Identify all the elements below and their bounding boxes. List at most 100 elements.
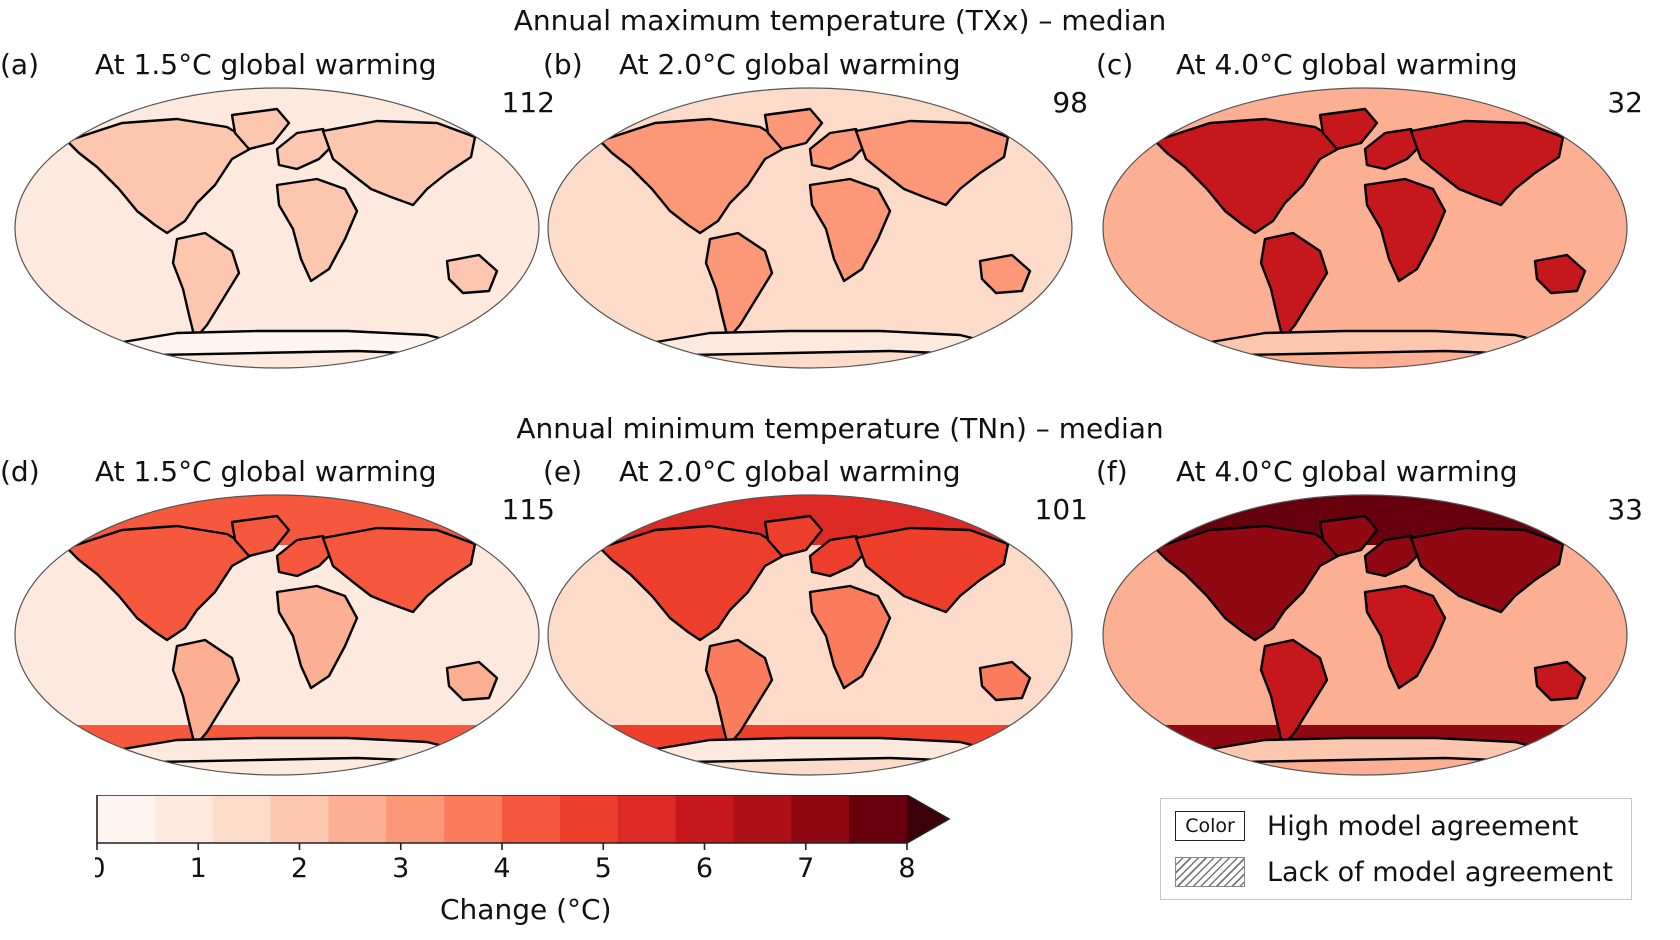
europe-outline bbox=[275, 534, 335, 578]
colorbar-segment bbox=[617, 795, 677, 843]
panel-d: (d) At 1.5°C global warming 115 bbox=[0, 455, 555, 855]
south-america-outline bbox=[1259, 231, 1329, 341]
australia-outline bbox=[978, 253, 1032, 295]
colorbar-extend-arrow bbox=[907, 795, 949, 843]
africa-outline bbox=[275, 177, 359, 283]
row-title-tnn: Annual minimum temperature (TNn) – media… bbox=[516, 412, 1164, 445]
row-title-txx: Annual maximum temperature (TXx) – media… bbox=[513, 4, 1167, 37]
colorbar-segment bbox=[212, 795, 272, 843]
world-map bbox=[547, 494, 1073, 776]
south-america-outline bbox=[171, 638, 241, 748]
world-map bbox=[14, 494, 540, 776]
europe-outline bbox=[808, 534, 868, 578]
antarctica-outline bbox=[648, 736, 1002, 764]
antarctica-outline bbox=[115, 736, 469, 764]
australia-outline bbox=[445, 660, 499, 702]
panel-c: (c) At 4.0°C global warming 32 bbox=[1088, 48, 1643, 448]
colorbar-label: Change (°C) bbox=[440, 893, 612, 926]
panel-title: At 2.0°C global warming bbox=[619, 48, 961, 81]
australia-outline bbox=[1533, 253, 1587, 295]
colorbar-tick-label: 6 bbox=[696, 853, 713, 884]
map-border bbox=[1102, 494, 1628, 776]
panel-title: At 1.5°C global warming bbox=[95, 455, 437, 488]
asia-outline bbox=[854, 526, 1010, 614]
panel-letter: (f) bbox=[1096, 455, 1128, 488]
asia-outline bbox=[854, 119, 1010, 207]
panel-letter: (c) bbox=[1096, 48, 1134, 81]
panel-letter: (b) bbox=[543, 48, 583, 81]
colorbar-tick-label: 2 bbox=[291, 853, 308, 884]
north-america-outline bbox=[65, 117, 259, 235]
panel-letter: (a) bbox=[0, 48, 40, 81]
north-america-outline bbox=[598, 117, 792, 235]
africa-outline bbox=[1363, 177, 1447, 283]
south-america-outline bbox=[1259, 638, 1329, 748]
colorbar-tick-label: 8 bbox=[898, 853, 915, 884]
world-map bbox=[1102, 87, 1628, 369]
colorbar-segment bbox=[559, 795, 619, 843]
colorbar-segment bbox=[849, 795, 908, 843]
colorbar-tick-label: 3 bbox=[392, 853, 409, 884]
colorbar-tick-label: 1 bbox=[190, 853, 207, 884]
colorbar-tick-label: 0 bbox=[95, 853, 106, 884]
europe-outline bbox=[1363, 127, 1423, 171]
europe-outline bbox=[275, 127, 335, 171]
asia-outline bbox=[1409, 119, 1565, 207]
north-america-outline bbox=[1153, 524, 1347, 642]
panel-letter: (d) bbox=[0, 455, 40, 488]
africa-outline bbox=[808, 584, 892, 690]
model-count: 33 bbox=[1607, 493, 1643, 526]
legend-lack-label: Lack of model agreement bbox=[1267, 856, 1613, 888]
north-america-outline bbox=[65, 524, 259, 642]
europe-outline bbox=[1363, 534, 1423, 578]
panel-title: At 2.0°C global warming bbox=[619, 455, 961, 488]
map-border bbox=[1102, 87, 1628, 369]
greenland-outline bbox=[763, 107, 824, 151]
panel-e: (e) At 2.0°C global warming 101 bbox=[533, 455, 1088, 855]
colorbar-segment bbox=[154, 795, 214, 843]
australia-outline bbox=[978, 660, 1032, 702]
south-america-outline bbox=[171, 231, 241, 341]
panel-title: At 1.5°C global warming bbox=[95, 48, 437, 81]
colorbar: 0 1 2 3 4 5 6 7 8 bbox=[95, 795, 951, 884]
agreement-legend: Color High model agreement Lack of model… bbox=[1160, 798, 1632, 900]
colorbar-segment bbox=[386, 795, 445, 843]
legend-row-high: Color High model agreement bbox=[1175, 809, 1578, 843]
colorbar-segment bbox=[270, 795, 330, 843]
antarctica-outline bbox=[115, 329, 469, 357]
panel-letter: (e) bbox=[543, 455, 583, 488]
north-america-outline bbox=[598, 524, 792, 642]
asia-outline bbox=[321, 119, 477, 207]
south-america-outline bbox=[704, 231, 774, 341]
legend-swatch-color: Color bbox=[1175, 811, 1245, 841]
colorbar-segment bbox=[502, 795, 561, 843]
model-count: 101 bbox=[1034, 493, 1088, 526]
colorbar-segment bbox=[791, 795, 850, 843]
asia-outline bbox=[1409, 526, 1565, 614]
map-border bbox=[547, 494, 1073, 776]
antarctica-outline bbox=[1203, 329, 1557, 357]
colorbar-tick-label: 5 bbox=[595, 853, 612, 884]
legend-row-lack: Lack of model agreement bbox=[1175, 855, 1613, 889]
legend-swatch-hatch bbox=[1175, 857, 1245, 887]
australia-outline bbox=[445, 253, 499, 295]
world-map bbox=[1102, 494, 1628, 776]
world-map bbox=[14, 87, 540, 369]
africa-outline bbox=[1363, 584, 1447, 690]
south-america-outline bbox=[704, 638, 774, 748]
panel-b: (b) At 2.0°C global warming 98 bbox=[533, 48, 1088, 448]
north-america-outline bbox=[1153, 117, 1347, 235]
greenland-outline bbox=[1318, 107, 1379, 151]
map-border bbox=[14, 87, 540, 369]
africa-outline bbox=[808, 177, 892, 283]
greenland-outline bbox=[230, 107, 291, 151]
colorbar-segment bbox=[328, 795, 387, 843]
panel-f: (f) At 4.0°C global warming 33 bbox=[1088, 455, 1643, 855]
antarctica-outline bbox=[648, 329, 1002, 357]
colorbar-segment bbox=[444, 795, 503, 843]
world-map bbox=[547, 87, 1073, 369]
model-count: 32 bbox=[1607, 86, 1643, 119]
model-count: 98 bbox=[1052, 86, 1088, 119]
colorbar-segment bbox=[675, 795, 735, 843]
africa-outline bbox=[275, 584, 359, 690]
